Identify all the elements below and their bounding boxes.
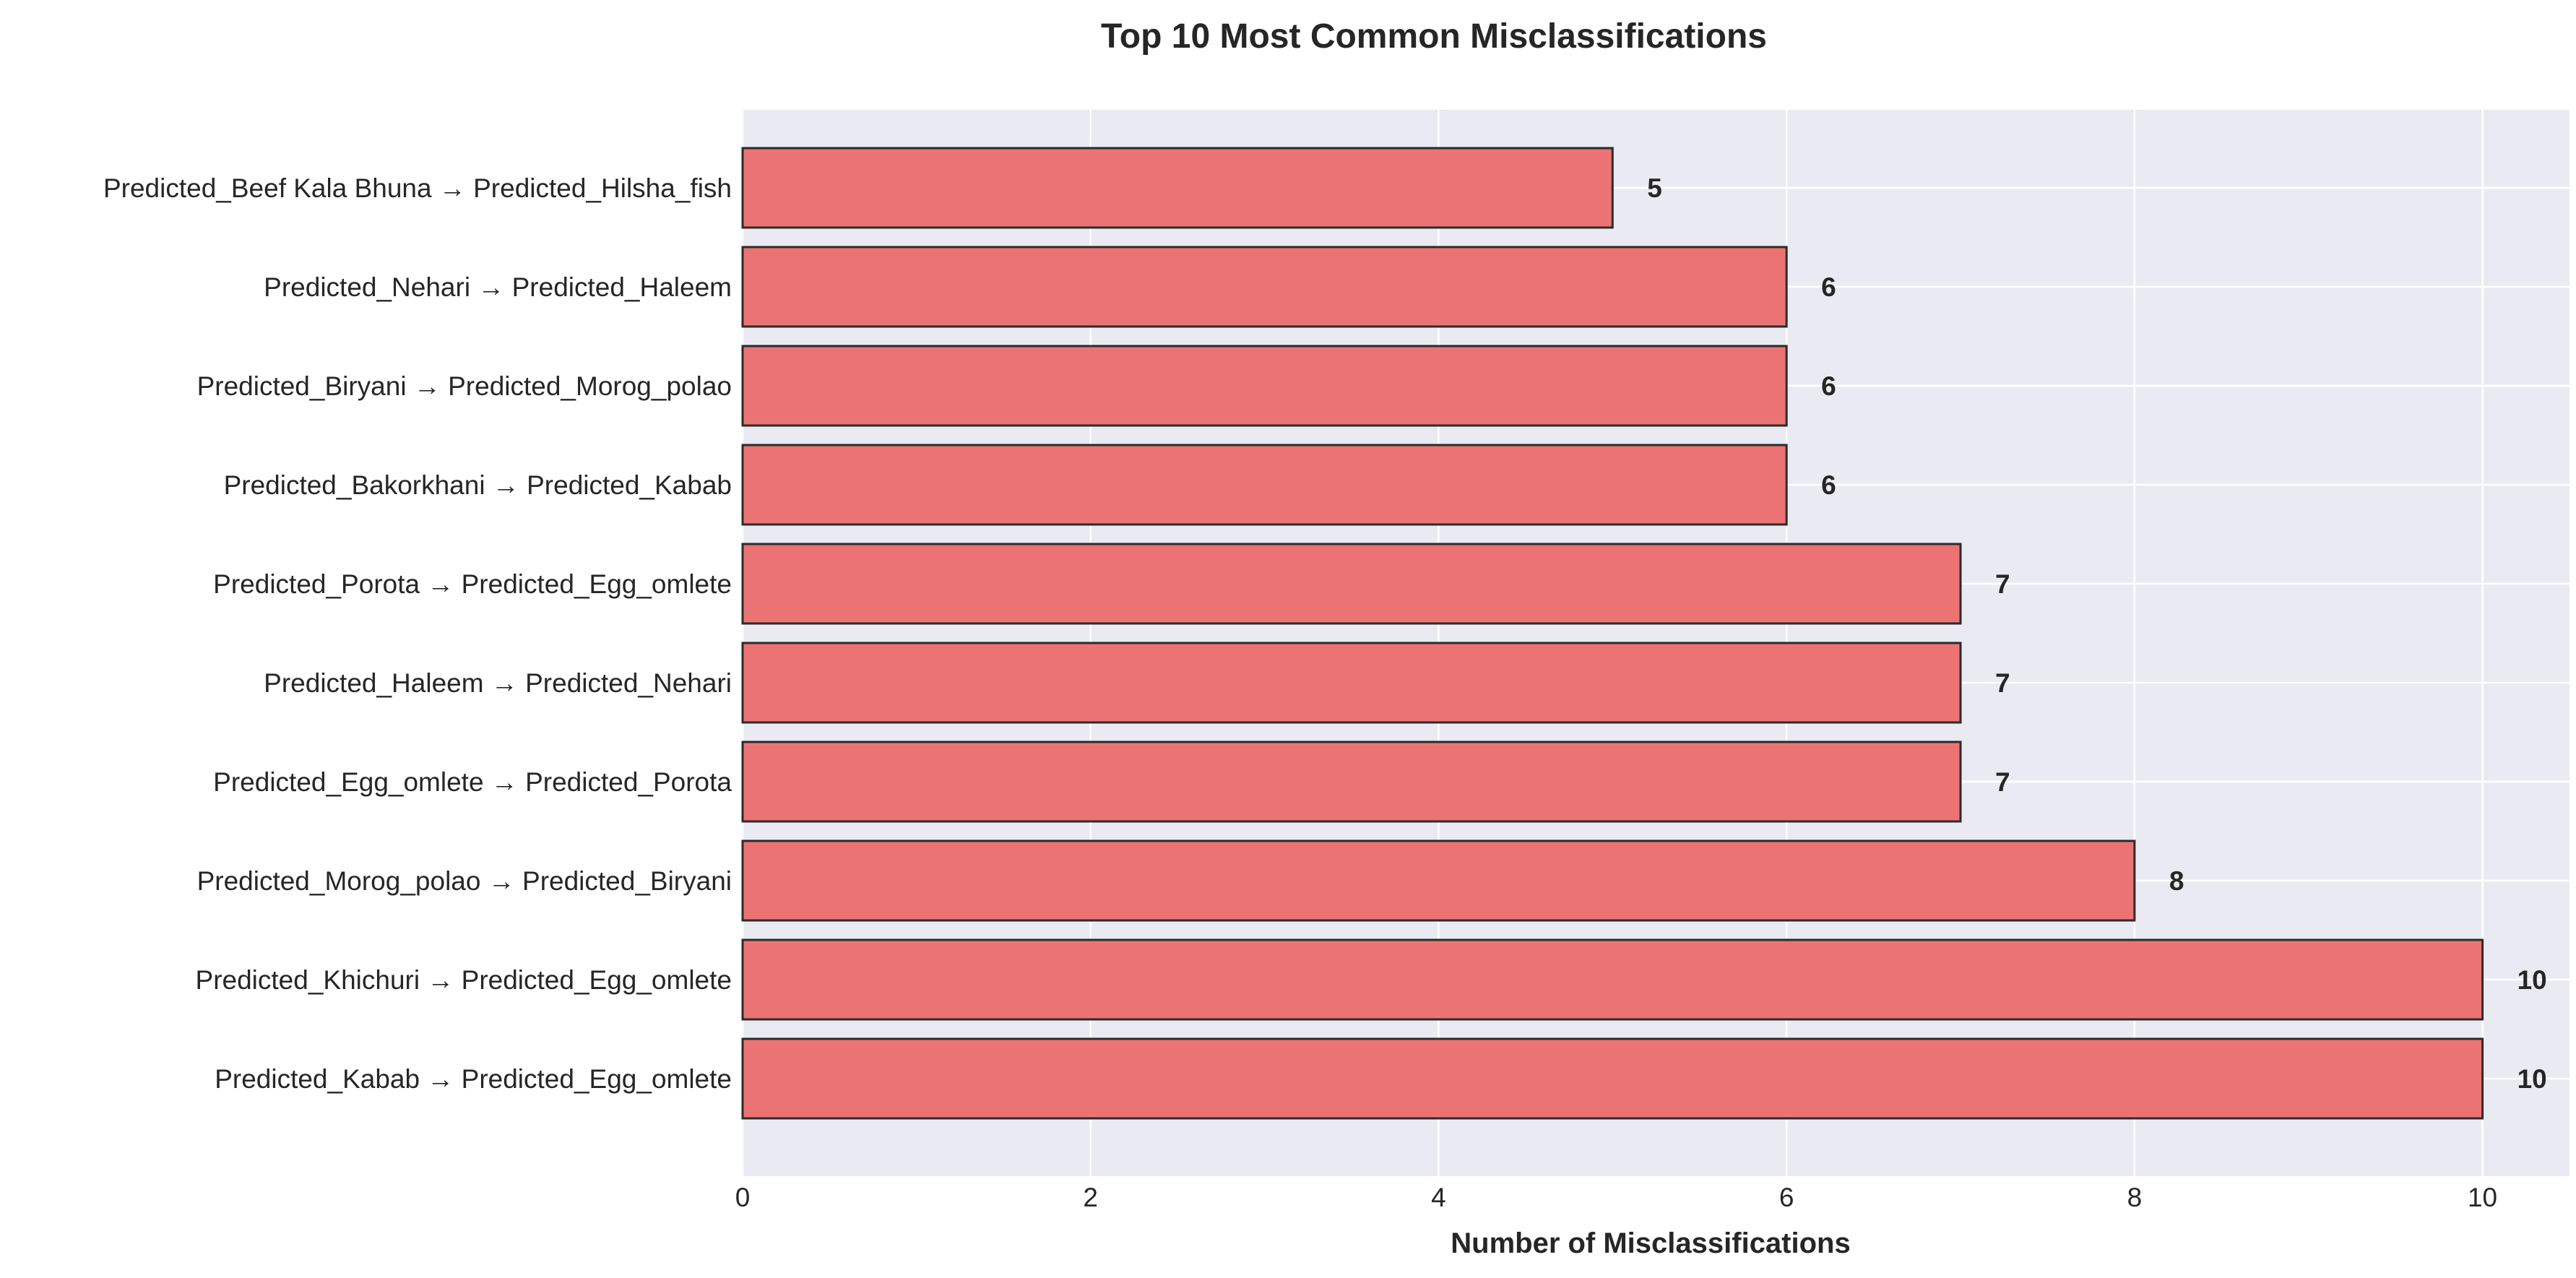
bar (741, 642, 1962, 724)
category-label: Predicted_Kabab → Predicted_Egg_omlete (215, 1064, 732, 1094)
bars (741, 147, 2484, 1120)
data-label: 10 (2517, 1064, 2547, 1094)
x-tick-label: 4 (1431, 1183, 1446, 1212)
bar (741, 147, 1614, 229)
category-label: Predicted_Haleem → Predicted_Nehari (264, 668, 732, 698)
category-label: Predicted_Bakorkhani → Predicted_Kabab (224, 470, 732, 500)
x-tick-label: 8 (2127, 1183, 2143, 1212)
data-label: 6 (1821, 371, 1836, 401)
data-label: 6 (1821, 272, 1836, 302)
data-label: 5 (1647, 173, 1662, 203)
chart-title: Top 10 Most Common Misclassifications (1101, 17, 1767, 56)
bar (741, 1037, 2484, 1120)
category-label: Predicted_Egg_omlete → Predicted_Porota (213, 767, 732, 797)
x-axis-ticks: 0 2 4 6 8 10 (735, 1183, 2497, 1212)
bar (741, 741, 1962, 823)
category-label: Predicted_Morog_polao → Predicted_Biryan… (197, 866, 732, 896)
x-axis-label: Number of Misclassifications (1451, 1227, 1850, 1259)
bar (741, 345, 1788, 427)
data-label: 7 (1995, 767, 2010, 797)
data-label: 7 (1995, 668, 2010, 698)
bar (741, 839, 2136, 922)
value-labels: 5 6 6 6 7 7 7 8 10 10 (1647, 173, 2546, 1094)
category-label: Predicted_Nehari → Predicted_Haleem (264, 272, 732, 302)
category-labels: Predicted_Beef Kala Bhuna → Predicted_Hi… (103, 173, 732, 1094)
x-tick-label: 10 (2468, 1183, 2497, 1212)
x-tick-label: 0 (735, 1183, 751, 1212)
bar (741, 938, 2484, 1021)
category-label: Predicted_Biryani → Predicted_Morog_pola… (197, 371, 732, 401)
x-tick-label: 6 (1779, 1183, 1794, 1212)
category-label: Predicted_Khichuri → Predicted_Egg_omlet… (196, 965, 732, 995)
data-label: 10 (2517, 965, 2547, 995)
bar (741, 444, 1788, 526)
bar (741, 543, 1962, 625)
data-label: 8 (2169, 866, 2184, 896)
category-label: Predicted_Porota → Predicted_Egg_omlete (213, 569, 732, 599)
data-label: 6 (1821, 470, 1836, 500)
category-label: Predicted_Beef Kala Bhuna → Predicted_Hi… (103, 173, 732, 203)
x-tick-label: 2 (1083, 1183, 1098, 1212)
bar (741, 246, 1788, 328)
data-label: 7 (1995, 569, 2010, 599)
